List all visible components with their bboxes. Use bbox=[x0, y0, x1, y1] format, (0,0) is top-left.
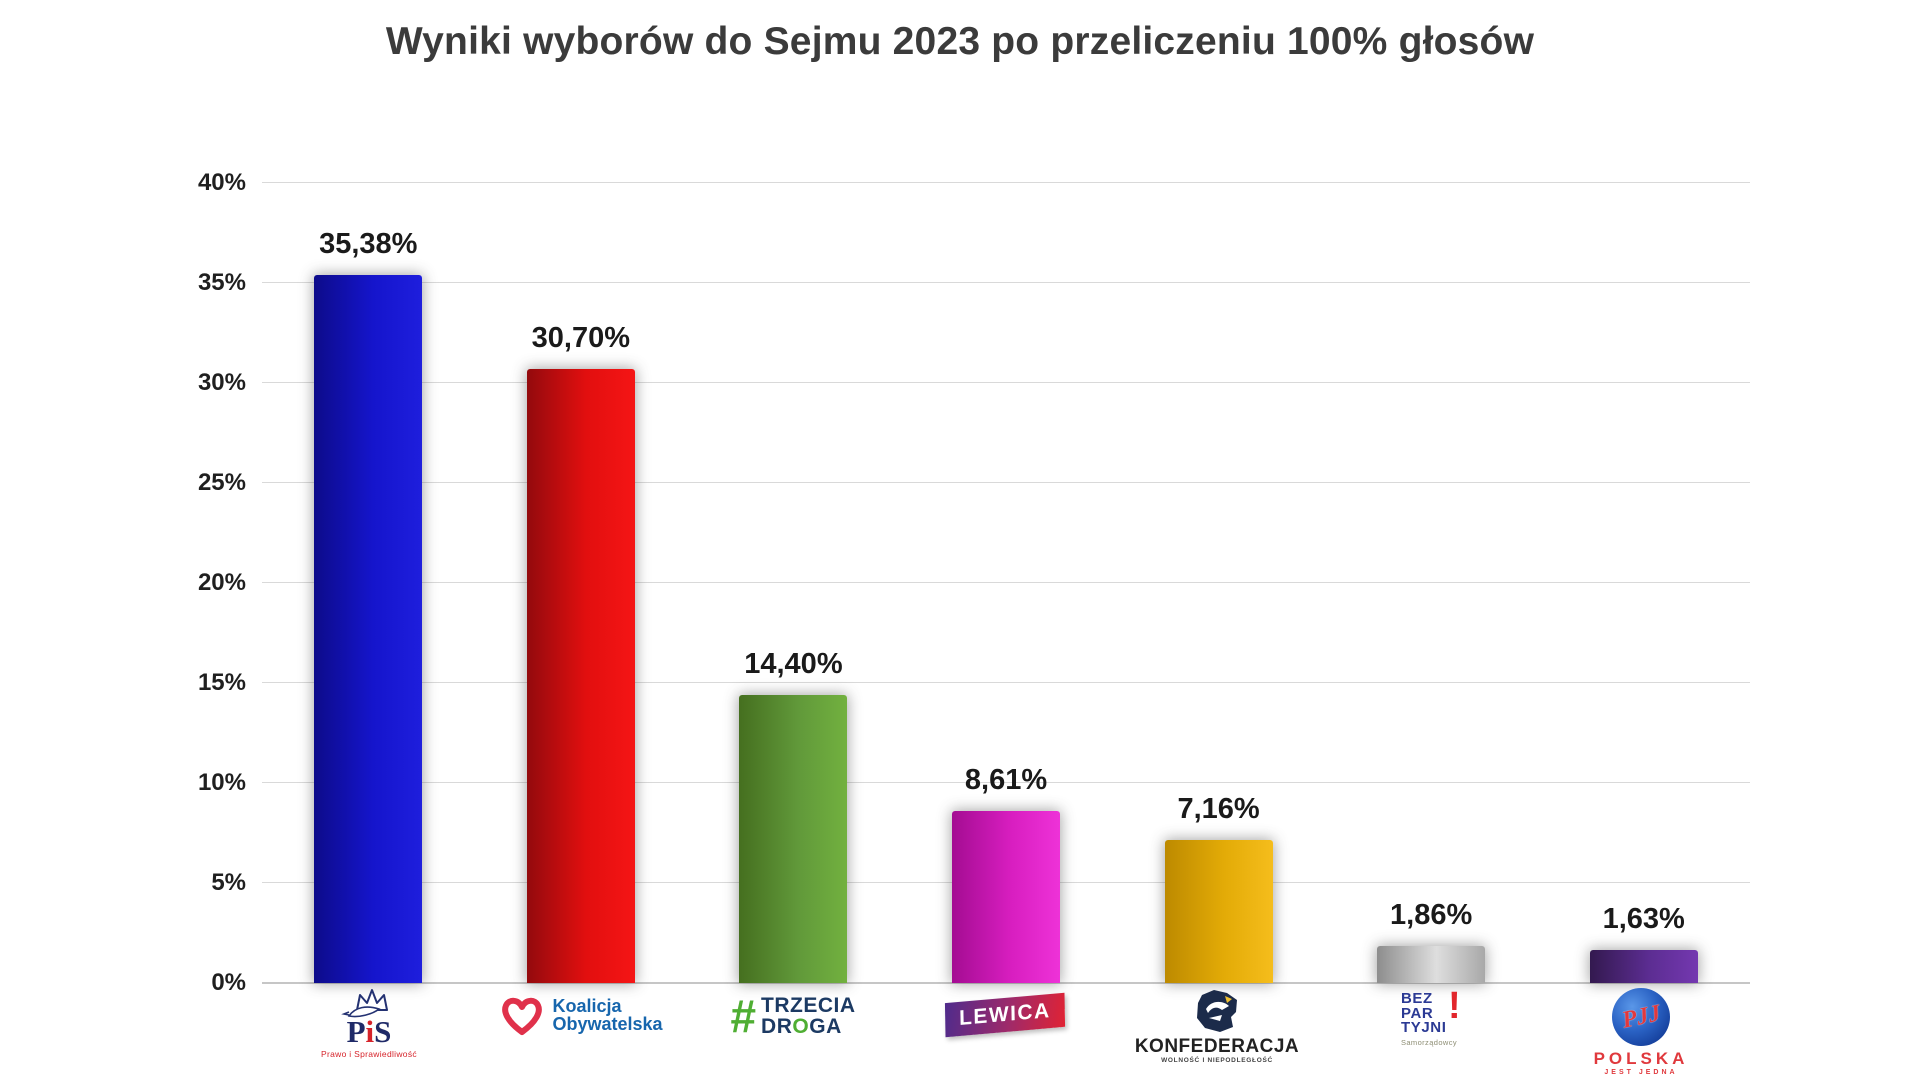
bezpartyjni-line3: TYJNI bbox=[1400, 1019, 1447, 1037]
td-line1: TRZECIA bbox=[761, 994, 856, 1017]
chart-title: Wyniki wyborów do Sejmu 2023 po przelicz… bbox=[385, 20, 1535, 63]
bar-value-label-polska-jest-jedna: 1,63% bbox=[1602, 903, 1685, 936]
bezpartyjni-line1: BEZ bbox=[1400, 990, 1433, 1007]
pis-letter-i: i bbox=[365, 1014, 375, 1049]
ko-heart-icon bbox=[502, 997, 543, 1035]
bar-pis bbox=[314, 275, 423, 983]
konfederacja-emblem-icon bbox=[1197, 990, 1237, 1032]
bar-koalicja-obywatelska bbox=[526, 369, 635, 983]
y-axis-tick-10%: 10% bbox=[197, 769, 246, 796]
y-axis-tick-40%: 40% bbox=[197, 169, 246, 196]
gridline-15% bbox=[262, 682, 1750, 683]
pis-letter-p: P bbox=[346, 1014, 366, 1049]
bar-value-label-trzecia-droga: 14,40% bbox=[744, 648, 843, 680]
bar-lewica bbox=[952, 810, 1060, 983]
logo-pis: PiS Prawo i Sprawiedliwość bbox=[279, 988, 459, 1059]
y-axis-tick-20%: 20% bbox=[197, 569, 246, 596]
pjj-monogram: PJJ bbox=[1619, 1000, 1663, 1034]
td-line2: DROGA bbox=[761, 1014, 842, 1038]
gridline-30% bbox=[262, 382, 1750, 383]
bar-konfederacja bbox=[1164, 839, 1273, 983]
pis-letter-s: S bbox=[374, 1014, 392, 1049]
ko-line1: Koalicja bbox=[552, 995, 622, 1016]
x-axis-logos: PiS Prawo i Sprawiedliwość Koalicja Obyw… bbox=[0, 987, 1920, 1080]
gridline-0% bbox=[262, 982, 1750, 984]
ko-wordmark: Koalicja Obywatelska bbox=[552, 995, 663, 1034]
konfederacja-wordmark: KONFEDERACJA bbox=[1134, 1036, 1300, 1057]
y-axis-tick-35%: 35% bbox=[197, 269, 246, 296]
konfederacja-subtext: WOLNOŚĆ I NIEPODLEGŁOŚĆ bbox=[1161, 1057, 1273, 1064]
logo-konfederacja: KONFEDERACJA WOLNOŚĆ I NIEPODLEGŁOŚĆ bbox=[1127, 988, 1307, 1065]
bar-value-label-pis: 35,38% bbox=[319, 228, 418, 261]
logo-bezpartyjni: BEZ PAR TYJNI ! Samorządowcy bbox=[1339, 987, 1519, 1048]
bar-value-label-bezpartyjni: 1,86% bbox=[1390, 898, 1473, 931]
pis-eagle-crown-icon bbox=[341, 989, 388, 1018]
y-axis-tick-5%: 5% bbox=[211, 869, 246, 896]
pis-subtext: Prawo i Sprawiedliwość bbox=[321, 1049, 417, 1059]
td-line2-o: O bbox=[792, 1014, 810, 1038]
pis-wordmark: PiS bbox=[347, 1016, 392, 1047]
bezpartyjni-subtext: Samorządowcy bbox=[1400, 1038, 1458, 1048]
logo-lewica: LEWICA bbox=[915, 988, 1095, 1038]
y-axis-tick-0%: 0% bbox=[211, 969, 246, 996]
y-axis-tick-15%: 15% bbox=[197, 669, 246, 696]
td-hash-icon: # bbox=[730, 990, 757, 1043]
gridline-20% bbox=[262, 582, 1750, 583]
pjj-line2: JEST JEDNA bbox=[1604, 1069, 1678, 1076]
td-line2-ga: GA bbox=[809, 1014, 842, 1038]
bar-value-label-lewica: 8,61% bbox=[964, 763, 1048, 796]
lewica-wordmark: LEWICA bbox=[945, 992, 1065, 1038]
logo-trzecia-droga: # TRZECIA DROGA bbox=[703, 988, 883, 1043]
bezpartyjni-wordmark: BEZ PAR TYJNI ! Samorządowcy bbox=[1400, 987, 1461, 1048]
gridline-10% bbox=[262, 782, 1750, 783]
bezpartyjni-line2: PAR bbox=[1400, 1004, 1434, 1022]
td-wordmark: TRZECIA DROGA bbox=[761, 994, 856, 1038]
logo-koalicja-obywatelska: Koalicja Obywatelska bbox=[491, 988, 671, 1036]
gridline-25% bbox=[262, 482, 1750, 483]
bar-polska-jest-jedna bbox=[1589, 950, 1698, 983]
y-axis-tick-30%: 30% bbox=[197, 369, 246, 396]
pjj-globe-icon: PJJ bbox=[1612, 988, 1670, 1046]
pjj-line1: POLSKA bbox=[1593, 1049, 1689, 1068]
gridline-40% bbox=[262, 182, 1750, 183]
logo-polska-jest-jedna: PJJ POLSKA JEST JEDNA bbox=[1551, 988, 1731, 1076]
ko-line2: Obywatelska bbox=[552, 1014, 663, 1034]
plot-area: 0% 5% 10% 15% 20% 25% 30% 35% 40% 35,38% 30,70% 14… bbox=[198, 169, 1750, 996]
bar-bezpartyjni bbox=[1377, 945, 1486, 983]
gridline-35% bbox=[262, 282, 1750, 283]
bar-value-label-konfederacja: 7,16% bbox=[1177, 792, 1260, 825]
bezpartyjni-exclamation-icon: ! bbox=[1447, 985, 1461, 1027]
bar-trzecia-droga bbox=[739, 695, 848, 983]
y-axis-tick-25%: 25% bbox=[197, 469, 246, 496]
bar-value-label-koalicja-obywatelska: 30,70% bbox=[531, 322, 631, 354]
td-line2-dr: DR bbox=[761, 1014, 793, 1038]
